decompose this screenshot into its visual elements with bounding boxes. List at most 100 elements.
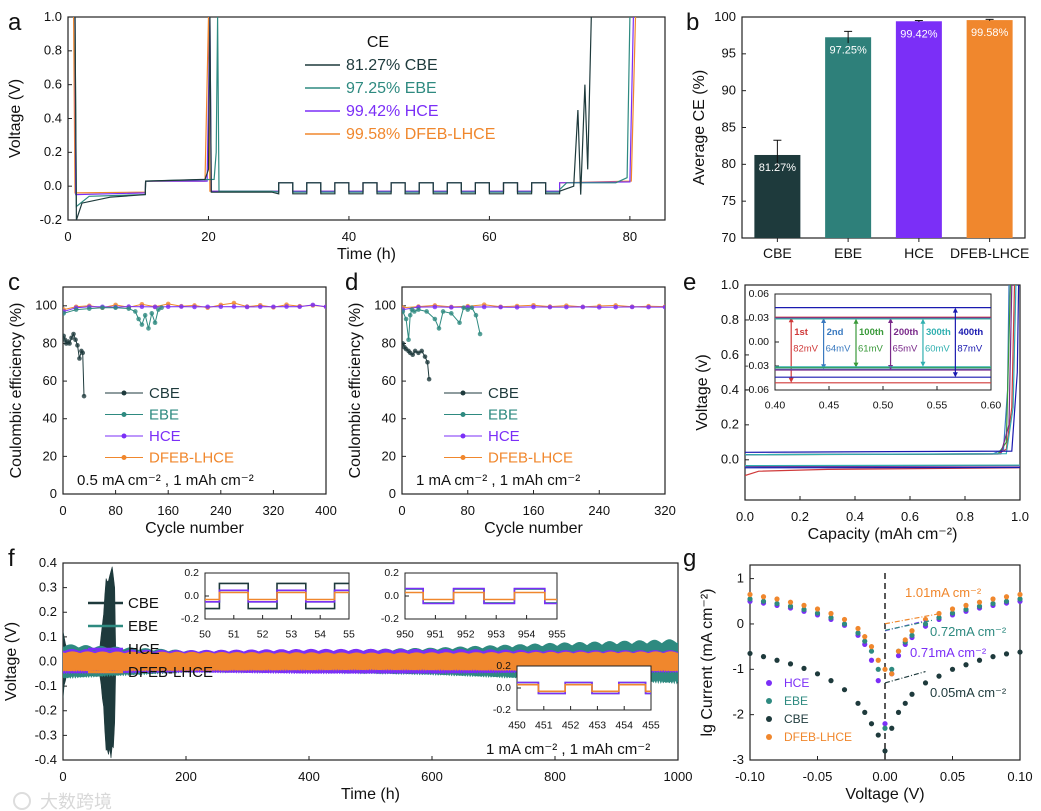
y-tick-label: 60 [43, 373, 57, 388]
y-tick-label: 100 [374, 298, 396, 313]
x-tick-label: 953 [487, 629, 505, 641]
y-tick-label: 80 [382, 335, 396, 350]
inset-voltage-hysteresis: 0.40 0.45 0.50 0.55 0.60 -0.06 -0.03 0.00 0.03 0.… [745, 288, 1001, 411]
data-point-EBE [949, 610, 956, 616]
x-tick-label: 0.10 [1007, 769, 1032, 784]
data-point-EBE [473, 312, 479, 318]
data-point-HCE [192, 304, 197, 310]
legend-title: CE [367, 34, 389, 51]
data-point-CBE [747, 650, 753, 657]
y-tick-label: 0.2 [39, 604, 57, 619]
legend-entry: HCE [488, 428, 520, 445]
data-point-EBE [990, 600, 996, 607]
legend-entry: 99.42% HCE [346, 103, 439, 120]
data-point-DFEB-LHCE [990, 596, 996, 602]
data-point-EBE [403, 316, 409, 322]
data-point-EBE [73, 307, 79, 312]
data-point-DFEB-LHCE [976, 599, 983, 605]
panel-g: -0.10 -0.05 0.00 0.05 0.10 -3 -2 -1 0 1 Voltage (V… [683, 545, 1033, 803]
data-point-DFEB-LHCE [882, 666, 888, 672]
x-tick-label: 0.8 [956, 509, 974, 524]
cycle-label: 400th [958, 327, 983, 338]
charge-curve-400th [745, 285, 1020, 453]
legend-entry: 97.25% EBE [346, 80, 437, 97]
data-point-CBE [990, 654, 996, 660]
inset-voltage-profile: 950 951 952 953 954 955 -0.2 0.0 0.2 [381, 567, 566, 641]
y-tick-label: 0.2 [496, 660, 511, 672]
data-point-EBE [841, 621, 848, 627]
legend-marker [121, 455, 127, 460]
data-point-DFEB-LHCE [963, 602, 969, 608]
data-point-EBE [449, 311, 454, 316]
data-point-EBE [469, 305, 475, 311]
legend-marker [766, 734, 772, 740]
legend-entry: HCE [784, 676, 809, 690]
data-point-CBE [875, 732, 881, 738]
data-point-CBE [828, 678, 834, 684]
legend-entry: DFEB-LHCE [128, 664, 213, 681]
data-point-DFEB-LHCE [902, 637, 908, 643]
x-tick-label: 0.6 [901, 509, 919, 524]
x-tick-label: 320 [654, 503, 676, 518]
data-point-CBE [71, 331, 76, 337]
exchange-current-label: 0.05mA cm⁻² [930, 685, 1007, 700]
y-tick-label: 100 [35, 298, 57, 313]
data-point-HCE [297, 304, 303, 310]
data-point-CBE [410, 352, 415, 358]
y-tick-label: 1.0 [44, 9, 62, 24]
y-axis-label: lg Current (mA cm⁻²) [699, 588, 716, 736]
watermark-logo-icon [13, 792, 31, 810]
legend-marker [121, 412, 127, 417]
x-tick-label: 952 [457, 629, 475, 641]
data-point-HCE [231, 304, 237, 309]
exchange-current-label: 1.01mA cm⁻² [905, 585, 982, 600]
data-point-CBE [67, 341, 72, 346]
legend-marker [121, 390, 127, 396]
y-tick-label: 75 [722, 193, 736, 208]
data-point-EBE [100, 305, 105, 311]
data-point-HCE [271, 304, 276, 310]
data-point-CBE [949, 666, 956, 672]
bar-value-label: 81.27% [759, 162, 797, 174]
data-point-HCE [205, 304, 210, 310]
data-point-CBE [889, 725, 895, 731]
y-axis-label: Average CE (%) [691, 70, 708, 185]
legend-entry: CBE [488, 385, 519, 402]
legend-marker [766, 698, 772, 704]
x-tick-label: 451 [535, 720, 553, 732]
data-point-EBE [159, 305, 164, 311]
data-point-CBE [774, 657, 780, 663]
data-point-EBE [814, 610, 821, 616]
tafel-fit-line [884, 613, 940, 625]
y-tick-label: 1.0 [721, 277, 739, 292]
data-point-CBE [402, 341, 406, 346]
data-point-CBE [801, 665, 807, 671]
y-tick-label: -0.06 [745, 384, 769, 396]
plot-frame [404, 572, 558, 620]
data-point-EBE [440, 309, 446, 314]
data-point-HCE [895, 653, 902, 659]
panel-a: 0 20 40 60 80 -0.2 0.0 0.2 0.4 0.6 0.8 1.0 Time (h) V… [7, 9, 666, 263]
data-point-EBE [882, 725, 888, 731]
data-point-HCE [152, 304, 158, 310]
data-point-HCE [547, 304, 553, 310]
data-point-HCE [179, 304, 184, 309]
y-tick-label: 0.0 [184, 590, 199, 602]
x-tick-label: 0.00 [872, 769, 897, 784]
plot-frame [774, 293, 992, 391]
y-tick-label: 80 [722, 156, 736, 171]
x-tick-label: 52 [257, 629, 269, 641]
data-point-CBE [80, 350, 86, 356]
data-point-EBE [149, 311, 155, 316]
legend-marker [460, 412, 466, 417]
y-tick-label: 0.2 [384, 567, 399, 579]
data-point-DFEB-LHCE [828, 610, 834, 617]
data-point-HCE [613, 304, 618, 310]
legend-entry: HCE [149, 428, 181, 445]
x-tick-label: 0.60 [981, 400, 1002, 412]
data-point-EBE [465, 307, 471, 312]
panel-letter: d [345, 269, 358, 296]
overpotential-label: 60mV [925, 344, 950, 355]
y-tick-label: 0.8 [721, 312, 739, 327]
